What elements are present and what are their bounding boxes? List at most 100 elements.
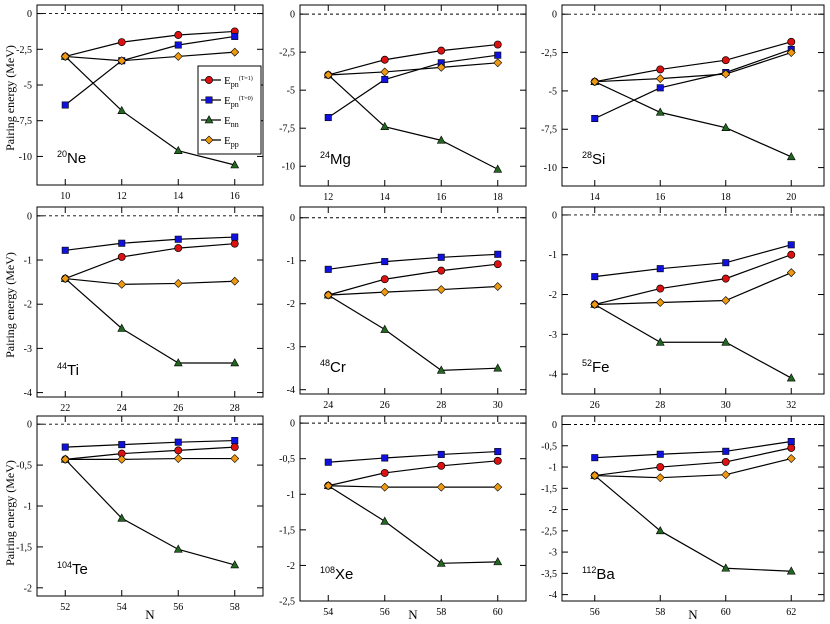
data-point-Enn <box>117 513 127 522</box>
x-tick-label: 14 <box>590 192 600 203</box>
data-point-Enn <box>786 373 796 382</box>
y-tick-label: -1 <box>24 256 32 267</box>
data-point-Epn(T=0) <box>324 265 332 273</box>
data-point-Epn(T=0) <box>591 454 599 462</box>
series-line-Epp <box>594 457 792 479</box>
x-tick-label: 24 <box>117 403 127 414</box>
y-tick-label: -2 <box>287 561 295 572</box>
data-point-Epp <box>436 62 446 72</box>
x-tick-label: 14 <box>173 191 183 202</box>
y-tick-label: -0,5 <box>541 441 557 452</box>
data-point-Epn(T=1) <box>787 250 796 259</box>
data-point-Epn(T=1) <box>174 31 183 39</box>
y-tick-label: -2 <box>287 299 295 310</box>
series-line-Epn(T=1) <box>328 43 498 76</box>
data-point-Enn <box>230 160 240 169</box>
nucleus-label: 24Mg <box>320 150 351 168</box>
nucleus-symbol: Ba <box>596 566 615 583</box>
data-point-Enn <box>786 566 796 575</box>
data-point-Epp <box>721 470 731 480</box>
series-line-Epn(T=0) <box>594 48 792 120</box>
data-point-Epn(T=1) <box>721 457 730 466</box>
data-point-Epn(T=0) <box>656 265 664 273</box>
series-line-Epn(T=0) <box>327 54 498 119</box>
data-point-Epp <box>590 471 600 480</box>
panel-xe: 0 -0,5 -1 -1,5 -2 -2,5 54 56 58 60 108Xe <box>279 415 527 618</box>
data-point-Enn <box>493 164 503 173</box>
panel-fe: 0 -1 -2 -3 -4 26 28 30 32 52Fe <box>549 206 825 411</box>
x-tick-label: 26 <box>173 403 183 414</box>
y-tick-label: -4 <box>549 370 557 381</box>
nucleus-symbol: Si <box>592 151 605 168</box>
data-point-Epn(T=0) <box>787 438 795 446</box>
data-point-Epn(T=0) <box>722 447 730 455</box>
y-tick-label: -5 <box>287 86 295 97</box>
x-tick-label: 56 <box>380 607 390 618</box>
series-line-Epp <box>594 272 792 306</box>
series-line-Epp <box>328 485 498 488</box>
legend-marker <box>204 135 214 145</box>
y-tick-label: -0,5 <box>279 454 295 465</box>
legend-label: Epn(T=0) <box>224 95 253 109</box>
data-point-Epn(T=1) <box>656 463 665 471</box>
data-point-Enn <box>380 324 390 333</box>
x-tick-label: 28 <box>655 400 665 411</box>
data-point-Epn(T=1) <box>230 443 239 452</box>
nucleus-label: 20Ne <box>57 149 86 167</box>
data-point-Epn(T=0) <box>61 443 69 451</box>
panel-ne: 0 -2,5 -5 -7,5 -10 10 12 14 16 20Ne <box>16 4 264 202</box>
legend-subscript: pn <box>231 100 239 109</box>
x-tick-label: 60 <box>493 607 503 618</box>
data-point-Epn(T=1) <box>437 266 446 275</box>
data-point-Epp <box>380 67 390 77</box>
data-point-Epn(T=0) <box>174 41 182 49</box>
data-point-Epp <box>786 454 796 463</box>
x-tick-label: 58 <box>655 607 665 618</box>
data-point-Epn(T=1) <box>437 46 446 55</box>
plot-frame <box>561 415 825 602</box>
series-line-Enn <box>327 294 498 371</box>
x-axis-label: N <box>145 607 155 622</box>
data-point-Enn <box>173 358 183 367</box>
data-point-Epp <box>493 482 503 492</box>
series-line-Epn(T=1) <box>65 243 235 280</box>
data-point-Epp <box>721 69 731 79</box>
data-point-Epp <box>323 481 333 491</box>
data-point-Epn(T=0) <box>231 437 239 445</box>
plot-frame <box>561 206 825 395</box>
data-point-Enn <box>655 525 665 535</box>
data-point-Epn(T=0) <box>381 76 389 84</box>
x-tick-label: 52 <box>60 602 70 613</box>
panel-cr: 0 -1 -2 -3 -4 24 26 28 30 48Cr <box>287 206 527 411</box>
series-line-Epn(T=0) <box>594 440 792 459</box>
series-line-Enn <box>327 485 498 564</box>
y-tick-label: 0 <box>27 211 32 222</box>
x-tick-label: 56 <box>590 607 600 618</box>
data-point-Enn <box>493 557 503 566</box>
y-tick-label: 0 <box>290 213 295 224</box>
legend-name: E <box>224 135 231 147</box>
data-point-Enn <box>655 107 665 116</box>
data-point-Epp <box>655 298 665 307</box>
x-tick-label: 32 <box>786 400 796 411</box>
data-point-Epp <box>117 454 127 464</box>
data-point-Epn(T=1) <box>656 284 665 293</box>
data-point-Epn(T=1) <box>380 468 389 477</box>
x-tick-label: 20 <box>786 192 796 203</box>
data-point-Enn <box>721 122 731 132</box>
nucleus-label: 112Ba <box>582 565 615 583</box>
x-tick-label: 62 <box>786 607 796 618</box>
data-point-Epn(T=1) <box>174 446 183 455</box>
data-point-Epn(T=0) <box>656 84 664 92</box>
y-tick-label: -10 <box>282 162 295 173</box>
data-point-Epp <box>786 48 796 57</box>
data-point-Epp <box>117 279 127 289</box>
series-line-Epn(T=0) <box>65 236 235 251</box>
series-line-Epn(T=1) <box>65 30 235 58</box>
y-tick-label: -3 <box>287 342 295 353</box>
y-tick-label: -10 <box>544 163 557 174</box>
data-point-Epn(T=0) <box>591 115 599 123</box>
plot-frame <box>36 4 264 186</box>
y-tick-label: -2 <box>24 583 32 594</box>
series-line-Enn <box>594 81 792 158</box>
